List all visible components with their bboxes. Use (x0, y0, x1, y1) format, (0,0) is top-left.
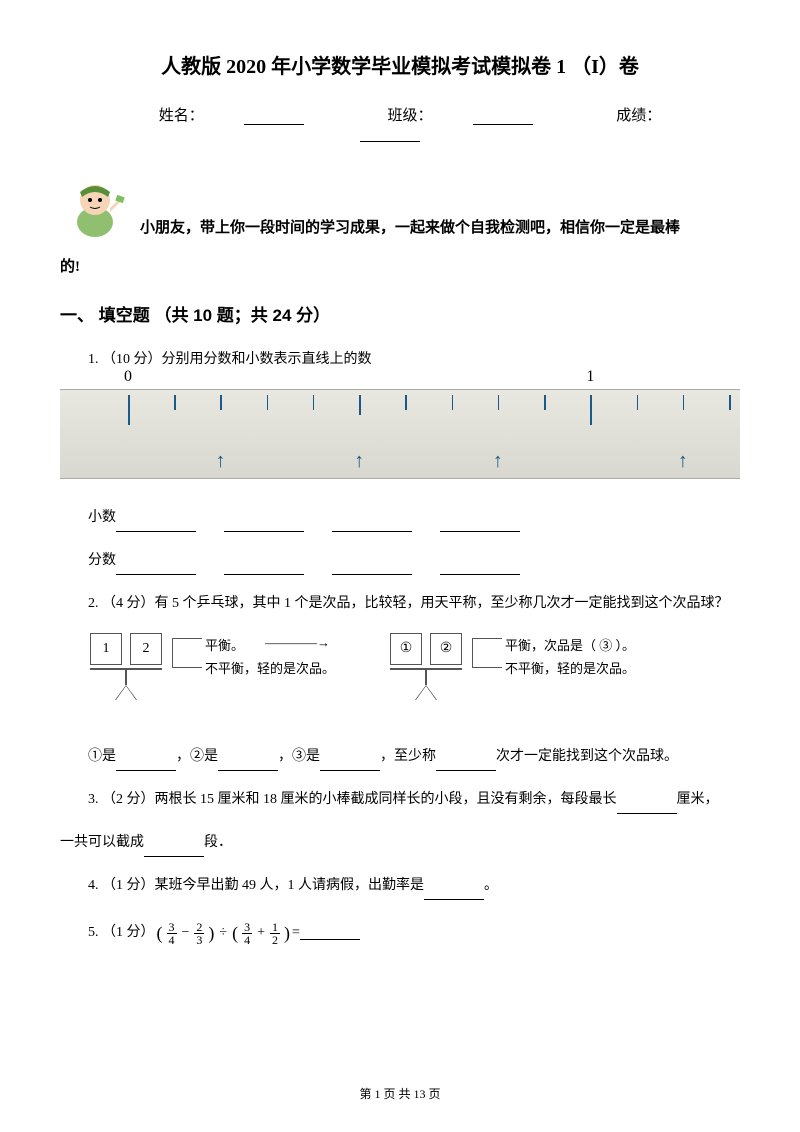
section-1-header: 一、 填空题 （共 10 题；共 24 分） (60, 301, 740, 326)
ruler-arrow-icon: ↑ (354, 450, 364, 473)
ruler-label-1: 1 (586, 368, 594, 386)
class-label: 班级： (367, 108, 552, 124)
ruler-diagram: 0 1 ↑ ↑ ↑ ↑ (60, 389, 740, 479)
mascot-icon (60, 172, 130, 242)
name-label: 姓名： (139, 108, 324, 124)
question-1-text: 1. （10 分）分别用分数和小数表示直线上的数 (60, 346, 740, 374)
q1-fraction-line: 分数 (60, 547, 740, 575)
question-5-text: 5. （1 分） ( 34 − 23 ) ÷ ( 34 + 12 ) = (60, 915, 740, 951)
arrow-icon: ————→ (265, 635, 330, 651)
diagram-box-1: 1 (90, 633, 122, 665)
question-4-text: 4. （1 分）某班今早出勤 49 人，1 人请病假，出勤率是。 (60, 872, 740, 900)
diagram-box-3: ① (390, 633, 422, 665)
q1-decimal-line: 小数 (60, 504, 740, 532)
page-footer: 第 1 页 共 13 页 (0, 1085, 800, 1102)
diagram-balance-text-2: 平衡，次品是（ ③ ）。 (505, 635, 635, 654)
intro-block: 小朋友，带上你一段时间的学习成果，一起来做个自我检测吧，相信你一定是最棒 (60, 172, 740, 245)
ruler-label-0: 0 (124, 368, 132, 386)
question-2-text: 2. （4 分）有 5 个乒乓球，其中 1 个是次品，比较轻，用天平称，至少称几… (60, 590, 740, 618)
ruler-arrow-icon: ↑ (215, 450, 225, 473)
intro-text-line1: 小朋友，带上你一段时间的学习成果，一起来做个自我检测吧，相信你一定是最棒 (140, 172, 680, 245)
diagram-balance-text: 平衡。 (205, 635, 244, 654)
intro-text-line2: 的! (60, 255, 740, 276)
ruler-arrow-icon: ↑ (493, 450, 503, 473)
ruler-arrow-icon: ↑ (678, 450, 688, 473)
student-info-line: 姓名： 班级： 成绩： (60, 104, 740, 142)
balance-diagram: 1 2 平衡。 不平衡，轻的是次品。 ————→ ① ② 平衡，次品是（ ③ ）… (90, 633, 740, 723)
question-3-text: 3. （2 分）两根长 15 厘米和 18 厘米的小棒截成同样长的小段，且没有剩… (60, 786, 740, 814)
diagram-box-4: ② (430, 633, 462, 665)
diagram-box-2: 2 (130, 633, 162, 665)
question-2-answer: ①是，②是，③是，至少称次才一定能找到这个次品球。 (60, 743, 740, 771)
question-3-continue: 一共可以截成段． (60, 829, 740, 857)
exam-title: 人教版 2020 年小学数学毕业模拟考试模拟卷 1 （I）卷 (60, 50, 740, 79)
diagram-unbalance-text-2: 不平衡，轻的是次品。 (505, 658, 635, 677)
diagram-unbalance-text: 不平衡，轻的是次品。 (205, 658, 335, 677)
